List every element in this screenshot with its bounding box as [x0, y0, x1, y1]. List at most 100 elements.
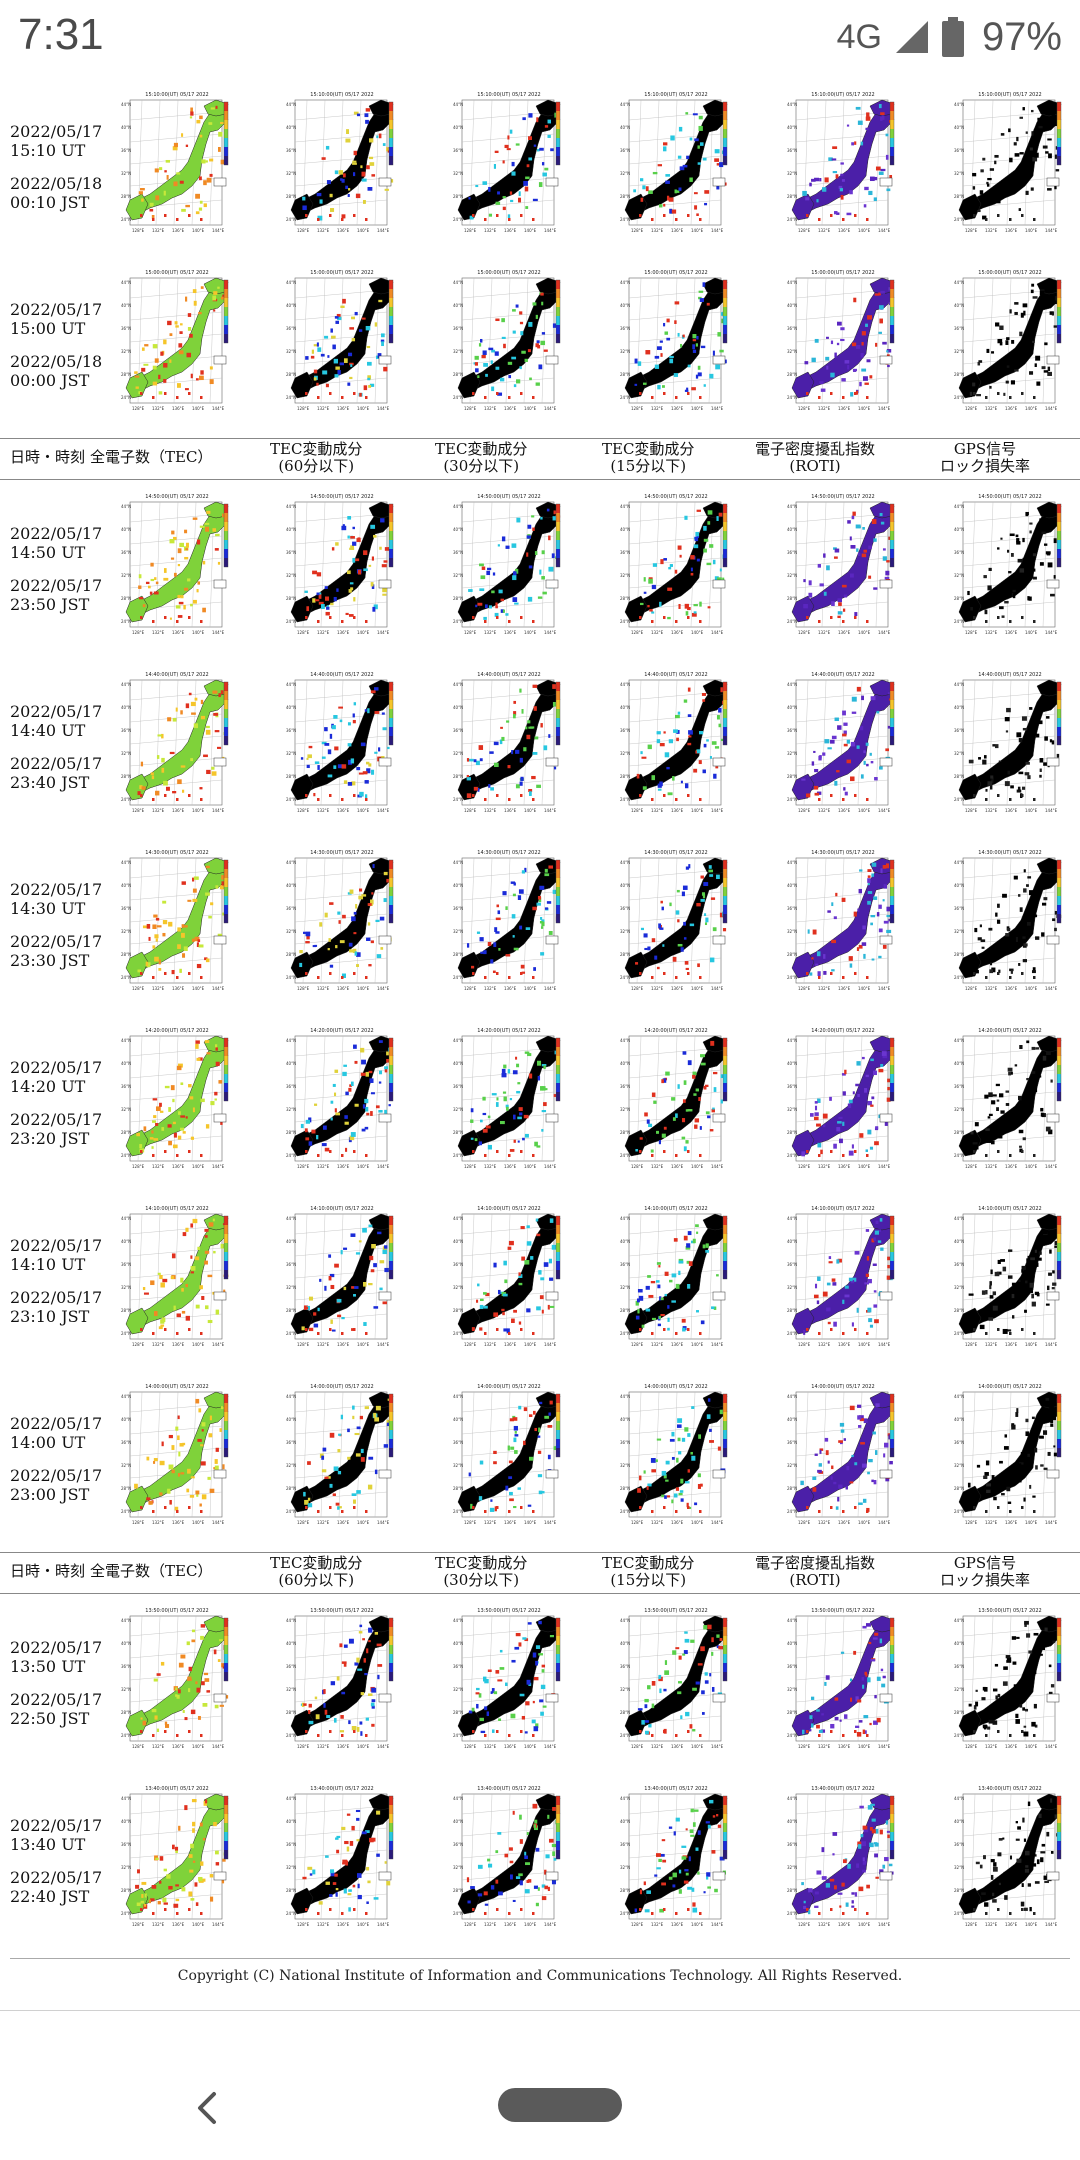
map-thumbnail-roti[interactable]: 13:40:00(UT) 05/17 2022 44°N 40°N 36°N 32°N 2… [786, 1784, 901, 1929]
lon-tick: 144°E [711, 228, 724, 233]
copyright-text: Copyright (C) National Institute of Info… [177, 1968, 903, 1984]
map-thumbnail-dtec60[interactable]: 14:30:00(UT) 05/17 2022 44°N 40°N 36°N 32°N 2… [285, 848, 400, 993]
lon-tick: 128°E [132, 986, 145, 991]
map-thumbnail-dtec60[interactable]: 14:20:00(UT) 05/17 2022 44°N 40°N 36°N 32°N 2… [285, 1026, 400, 1171]
map-thumbnail-dtec15[interactable]: 14:50:00(UT) 05/17 2022 44°N 40°N 36°N 32°N 2… [619, 492, 734, 637]
lat-tick: 24°N [787, 975, 797, 980]
map-thumbnail-tec[interactable]: 13:50:00(UT) 05/17 2022 44°N 40°N 36°N 32°N 2… [120, 1606, 235, 1751]
map-thumbnail-tec[interactable]: 14:50:00(UT) 05/17 2022 44°N 40°N 36°N 32°N 2… [120, 492, 235, 637]
lat-tick: 28°N [121, 194, 131, 199]
lat-tick: 28°N [286, 1308, 296, 1313]
map-thumbnail-dtec60[interactable]: 14:50:00(UT) 05/17 2022 44°N 40°N 36°N 32°N 2… [285, 492, 400, 637]
lon-tick: 128°E [965, 228, 978, 233]
map-thumbnail-loss[interactable]: 14:30:00(UT) 05/17 2022 44°N 40°N 36°N 32°N 2… [953, 848, 1068, 993]
map-thumbnail-dtec15[interactable]: 14:40:00(UT) 05/17 2022 44°N 40°N 36°N 32°N 2… [619, 670, 734, 815]
map-thumbnail-dtec15[interactable]: 14:00:00(UT) 05/17 2022 44°N 40°N 36°N 32°N 2… [619, 1382, 734, 1527]
map-thumbnail-dtec30[interactable]: 15:00:00(UT) 05/17 2022 44°N 40°N 36°N 32°N 2… [452, 268, 567, 413]
lon-tick: 128°E [631, 808, 644, 813]
map-thumbnail-dtec30[interactable]: 13:40:00(UT) 05/17 2022 44°N 40°N 36°N 32°N 2… [452, 1784, 567, 1929]
lat-tick: 44°N [121, 1796, 131, 1801]
map-thumbnail-tec[interactable]: 14:40:00(UT) 05/17 2022 44°N 40°N 36°N 32°N 2… [120, 670, 235, 815]
map-thumbnail-roti[interactable]: 15:00:00(UT) 05/17 2022 44°N 40°N 36°N 32°N 2… [786, 268, 901, 413]
map-thumbnail-loss[interactable]: 14:50:00(UT) 05/17 2022 44°N 40°N 36°N 32°N 2… [953, 492, 1068, 637]
lat-tick: 32°N [620, 929, 630, 934]
lat-tick: 36°N [121, 728, 131, 733]
map-thumbnail-loss[interactable]: 14:00:00(UT) 05/17 2022 44°N 40°N 36°N 32°N 2… [953, 1382, 1068, 1527]
map-thumbnail-dtec60[interactable]: 13:50:00(UT) 05/17 2022 44°N 40°N 36°N 32°N 2… [285, 1606, 400, 1751]
map-thumbnail-roti[interactable]: 14:30:00(UT) 05/17 2022 44°N 40°N 36°N 32°N 2… [786, 848, 901, 993]
lat-tick: 40°N [787, 1239, 797, 1244]
map-title: 14:30:00(UT) 05/17 2022 [310, 850, 373, 856]
home-pill-button[interactable] [498, 2088, 622, 2122]
map-thumbnail-dtec30[interactable]: 14:40:00(UT) 05/17 2022 44°N 40°N 36°N 32°N 2… [452, 670, 567, 815]
lat-tick: 28°N [286, 1130, 296, 1135]
back-icon[interactable] [188, 2088, 228, 2128]
map-thumbnail-tec[interactable]: 14:00:00(UT) 05/17 2022 44°N 40°N 36°N 32°N 2… [120, 1382, 235, 1527]
map-thumbnail-roti[interactable]: 14:50:00(UT) 05/17 2022 44°N 40°N 36°N 32°N 2… [786, 492, 901, 637]
map-thumbnail-tec[interactable]: 14:30:00(UT) 05/17 2022 44°N 40°N 36°N 32°N 2… [120, 848, 235, 993]
lat-tick: 32°N [286, 751, 296, 756]
lon-tick: 128°E [297, 808, 310, 813]
lat-tick: 44°N [121, 102, 131, 107]
lon-tick: 128°E [132, 1520, 145, 1525]
lon-tick: 128°E [464, 406, 477, 411]
map-thumbnail-dtec60[interactable]: 14:40:00(UT) 05/17 2022 44°N 40°N 36°N 32°N 2… [285, 670, 400, 815]
map-thumbnail-roti[interactable]: 14:20:00(UT) 05/17 2022 44°N 40°N 36°N 32°N 2… [786, 1026, 901, 1171]
lon-tick: 132°E [818, 406, 831, 411]
map-thumbnail-dtec30[interactable]: 15:10:00(UT) 05/17 2022 44°N 40°N 36°N 32°N 2… [452, 90, 567, 235]
map-thumbnail-dtec30[interactable]: 14:30:00(UT) 05/17 2022 44°N 40°N 36°N 32°N 2… [452, 848, 567, 993]
lat-tick: 40°N [121, 705, 131, 710]
map-thumbnail-dtec30[interactable]: 13:50:00(UT) 05/17 2022 44°N 40°N 36°N 32°N 2… [452, 1606, 567, 1751]
map-thumbnail-dtec30[interactable]: 14:50:00(UT) 05/17 2022 44°N 40°N 36°N 32°N 2… [452, 492, 567, 637]
column-header: TEC変動成分 (30分以下) [435, 441, 527, 475]
map-thumbnail-loss[interactable]: 14:20:00(UT) 05/17 2022 44°N 40°N 36°N 32°N 2… [953, 1026, 1068, 1171]
map-thumbnail-dtec60[interactable]: 15:00:00(UT) 05/17 2022 44°N 40°N 36°N 32°N 2… [285, 268, 400, 413]
timestamp-line: 2022/05/17 [10, 524, 103, 543]
map-thumbnail-roti[interactable]: 14:10:00(UT) 05/17 2022 44°N 40°N 36°N 32°N 2… [786, 1204, 901, 1349]
map-thumbnail-dtec60[interactable]: 15:10:00(UT) 05/17 2022 44°N 40°N 36°N 32°N 2… [285, 90, 400, 235]
map-thumbnail-loss[interactable]: 15:00:00(UT) 05/17 2022 44°N 40°N 36°N 32°N 2… [953, 268, 1068, 413]
map-thumbnail-loss[interactable]: 14:40:00(UT) 05/17 2022 44°N 40°N 36°N 32°N 2… [953, 670, 1068, 815]
lon-tick: 132°E [152, 406, 165, 411]
map-thumbnail-tec[interactable]: 15:10:00(UT) 05/17 2022 44°N 40°N 36°N 32°N 2… [120, 90, 235, 235]
lon-tick: 144°E [878, 986, 891, 991]
map-thumbnail-roti[interactable]: 13:50:00(UT) 05/17 2022 44°N 40°N 36°N 32°N 2… [786, 1606, 901, 1751]
map-thumbnail-loss[interactable]: 13:40:00(UT) 05/17 2022 44°N 40°N 36°N 32°N 2… [953, 1784, 1068, 1929]
map-thumbnail-dtec15[interactable]: 14:30:00(UT) 05/17 2022 44°N 40°N 36°N 32°N 2… [619, 848, 734, 993]
map-thumbnail-loss[interactable]: 15:10:00(UT) 05/17 2022 44°N 40°N 36°N 32°N 2… [953, 90, 1068, 235]
map-thumbnail-dtec30[interactable]: 14:00:00(UT) 05/17 2022 44°N 40°N 36°N 32°N 2… [452, 1382, 567, 1527]
timestamp-line: 2022/05/17 [10, 1236, 103, 1255]
map-thumbnail-roti[interactable]: 15:10:00(UT) 05/17 2022 44°N 40°N 36°N 32°N 2… [786, 90, 901, 235]
map-thumbnail-tec[interactable]: 13:40:00(UT) 05/17 2022 44°N 40°N 36°N 32°N 2… [120, 1784, 235, 1929]
map-thumbnail-dtec15[interactable]: 13:50:00(UT) 05/17 2022 44°N 40°N 36°N 32°N 2… [619, 1606, 734, 1751]
map-thumbnail-tec[interactable]: 14:10:00(UT) 05/17 2022 44°N 40°N 36°N 32°N 2… [120, 1204, 235, 1349]
lat-tick: 40°N [954, 303, 964, 308]
map-title: 14:20:00(UT) 05/17 2022 [145, 1028, 208, 1034]
lon-tick: 128°E [464, 630, 477, 635]
map-thumbnail-dtec15[interactable]: 14:10:00(UT) 05/17 2022 44°N 40°N 36°N 32°N 2… [619, 1204, 734, 1349]
map-thumbnail-dtec30[interactable]: 14:10:00(UT) 05/17 2022 44°N 40°N 36°N 32°N 2… [452, 1204, 567, 1349]
map-thumbnail-dtec15[interactable]: 13:40:00(UT) 05/17 2022 44°N 40°N 36°N 32°N 2… [619, 1784, 734, 1929]
lon-tick: 136°E [838, 1744, 851, 1749]
map-thumbnail-loss[interactable]: 14:10:00(UT) 05/17 2022 44°N 40°N 36°N 32°N 2… [953, 1204, 1068, 1349]
map-thumbnail-dtec15[interactable]: 15:00:00(UT) 05/17 2022 44°N 40°N 36°N 32°N 2… [619, 268, 734, 413]
map-thumbnail-loss[interactable]: 13:50:00(UT) 05/17 2022 44°N 40°N 36°N 32°N 2… [953, 1606, 1068, 1751]
map-thumbnail-dtec15[interactable]: 15:10:00(UT) 05/17 2022 44°N 40°N 36°N 32°N 2… [619, 90, 734, 235]
map-title: 13:50:00(UT) 05/17 2022 [477, 1608, 540, 1614]
lon-tick: 140°E [192, 1744, 205, 1749]
timestamp-line: 23:40 JST [10, 773, 90, 792]
lon-tick: 128°E [631, 1520, 644, 1525]
map-thumbnail-dtec15[interactable]: 14:20:00(UT) 05/17 2022 44°N 40°N 36°N 32°N 2… [619, 1026, 734, 1171]
map-thumbnail-dtec60[interactable]: 13:40:00(UT) 05/17 2022 44°N 40°N 36°N 32°N 2… [285, 1784, 400, 1929]
lat-tick: 40°N [453, 303, 463, 308]
map-thumbnail-dtec60[interactable]: 14:00:00(UT) 05/17 2022 44°N 40°N 36°N 32°N 2… [285, 1382, 400, 1527]
map-thumbnail-tec[interactable]: 15:00:00(UT) 05/17 2022 44°N 40°N 36°N 32°N 2… [120, 268, 235, 413]
lat-tick: 36°N [121, 1664, 131, 1669]
map-thumbnail-dtec30[interactable]: 14:20:00(UT) 05/17 2022 44°N 40°N 36°N 32°N 2… [452, 1026, 567, 1171]
lon-tick: 128°E [965, 630, 978, 635]
map-thumbnail-tec[interactable]: 14:20:00(UT) 05/17 2022 44°N 40°N 36°N 32°N 2… [120, 1026, 235, 1171]
map-thumbnail-roti[interactable]: 14:40:00(UT) 05/17 2022 44°N 40°N 36°N 32°N 2… [786, 670, 901, 815]
map-thumbnail-roti[interactable]: 14:00:00(UT) 05/17 2022 44°N 40°N 36°N 32°N 2… [786, 1382, 901, 1527]
lon-tick: 140°E [192, 630, 205, 635]
map-thumbnail-dtec60[interactable]: 14:10:00(UT) 05/17 2022 44°N 40°N 36°N 32°N 2… [285, 1204, 400, 1349]
